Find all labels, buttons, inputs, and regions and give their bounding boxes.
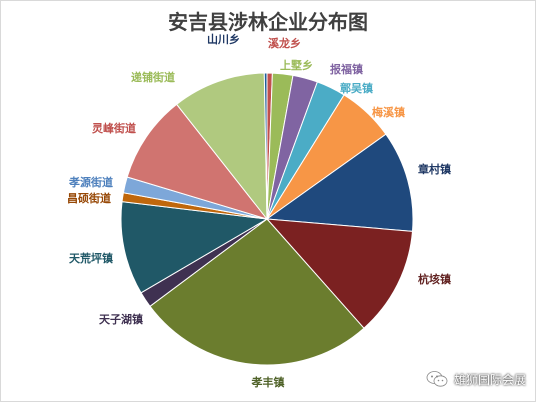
pie-slice bbox=[175, 72, 268, 221]
slice-label: 灵峰街道 bbox=[92, 121, 136, 135]
slice-label: 昌硕街道 bbox=[67, 191, 111, 205]
slice-label: 章村镇 bbox=[418, 162, 451, 176]
pie-slice bbox=[263, 72, 268, 220]
pie-slice bbox=[120, 201, 269, 294]
slice-label: 杭垓镇 bbox=[418, 272, 451, 286]
chart-title: 安吉县涉林企业分布图 bbox=[168, 10, 368, 34]
wechat-icon bbox=[426, 371, 448, 387]
pie-slices bbox=[120, 72, 414, 366]
pie-slice bbox=[265, 218, 414, 329]
slice-label: 天荒坪镇 bbox=[69, 251, 113, 265]
slice-label: 溪龙乡 bbox=[268, 36, 301, 50]
slice-label: 山川乡 bbox=[207, 32, 240, 46]
slice-label: 梅溪镇 bbox=[372, 105, 405, 119]
slice-label: 天子湖镇 bbox=[99, 312, 143, 326]
watermark-text: 雄狮国际会展 bbox=[453, 372, 526, 387]
slice-label: 孝丰镇 bbox=[251, 375, 285, 389]
slice-label: 递铺街道 bbox=[131, 70, 175, 84]
pie-slice bbox=[149, 218, 365, 366]
slice-label: 报福镇 bbox=[330, 62, 363, 76]
slice-label: 上墅乡 bbox=[280, 58, 313, 72]
pie-slice bbox=[265, 133, 414, 232]
slice-label: 孝源街道 bbox=[68, 175, 113, 189]
watermark: 雄狮国际会展 bbox=[426, 370, 526, 388]
pie-slice bbox=[126, 103, 269, 220]
slice-label: 鄣吴镇 bbox=[340, 81, 373, 95]
